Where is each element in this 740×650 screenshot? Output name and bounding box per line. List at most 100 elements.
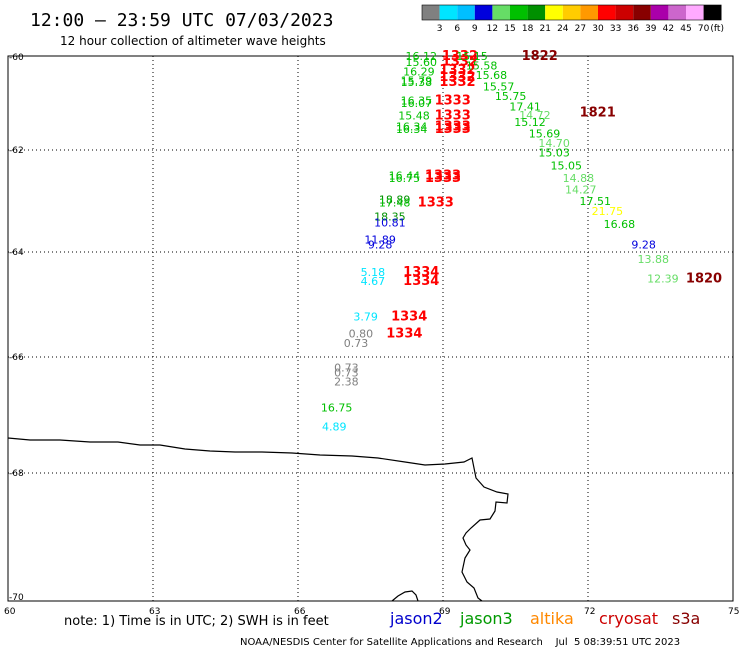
- legend-tick-label: 15: [504, 24, 515, 34]
- wave-height-value: 15.68: [476, 69, 508, 82]
- wave-height-value: 4.67: [361, 275, 386, 288]
- wave-height-value: 12.39: [647, 272, 679, 285]
- legend-swatch: [668, 5, 686, 20]
- pass-number: 1333: [435, 109, 471, 124]
- wave-height-value: 14.72: [519, 109, 551, 122]
- legend-tick-label: 18: [522, 24, 534, 34]
- legend-swatch: [686, 5, 704, 20]
- wave-height-value: 18.35: [374, 210, 406, 223]
- graticule: [8, 56, 733, 601]
- pass-number: 1334: [386, 326, 422, 341]
- wave-height-value: 11.89: [364, 233, 396, 246]
- legend-swatch: [545, 5, 563, 20]
- wave-height-value: 2.38: [334, 375, 359, 388]
- legend-swatch: [422, 5, 440, 20]
- wave-height-value: 14.88: [563, 172, 595, 185]
- lat-label: -62: [9, 146, 24, 156]
- pass-number: 1334: [403, 265, 439, 280]
- legend-swatch: [633, 5, 651, 20]
- legend-tick-label: 70: [698, 24, 710, 34]
- legend-frame: [421, 4, 722, 21]
- wave-height-value: 16.34: [396, 123, 428, 136]
- legend-tick-label: 39: [645, 24, 657, 34]
- footer-credit: NOAA/NESDIS Center for Satellite Applica…: [240, 637, 680, 648]
- pass-number: 1333: [425, 169, 461, 184]
- legend-swatch: [474, 5, 493, 20]
- pass-number: 1332: [439, 70, 475, 85]
- legend-swatch: [598, 5, 616, 20]
- sat-label-altika: altika: [530, 609, 574, 628]
- wave-height-value: 0.73: [334, 361, 359, 374]
- legend-swatch: [457, 5, 475, 20]
- pass-number: 1333: [435, 122, 471, 137]
- legend-swatch: [439, 5, 458, 20]
- pass-number: 1821: [580, 105, 616, 120]
- longitude-labels: 60 63 66 69 72 75: [4, 607, 739, 617]
- footer-note: note: 1) Time is in UTC; 2) SWH is in fe…: [64, 614, 329, 629]
- pass-number: 1334: [391, 310, 427, 325]
- wave-height-value: 16.34: [396, 121, 428, 134]
- pass-number: 1333: [435, 94, 471, 109]
- wave-height-value: 16.35: [401, 95, 433, 108]
- lon-label: 66: [294, 607, 306, 617]
- wave-height-value: 10.81: [374, 216, 406, 229]
- coastline: [7, 437, 509, 602]
- legend-unit: (ft): [710, 24, 724, 34]
- wave-height-value: 16.07: [401, 97, 433, 110]
- wave-height-value: 16.68: [604, 218, 636, 231]
- wave-height-value: 13.88: [638, 253, 670, 266]
- lon-label: 72: [584, 607, 595, 617]
- map-frame: [7, 55, 734, 602]
- legend-tick-label: 3: [437, 24, 443, 34]
- legend-tick-label: 30: [592, 24, 604, 34]
- legend-swatch: [562, 5, 581, 20]
- legend-tick-label: 12: [487, 24, 498, 34]
- wave-height-value: 15.57: [483, 81, 515, 94]
- pass-number: 1333: [418, 196, 454, 211]
- wave-height-value: 21.75: [592, 205, 624, 218]
- legend-swatch: [510, 5, 528, 20]
- legend-swatch: [650, 5, 669, 20]
- pass-number: 1822: [522, 49, 558, 64]
- wave-height-value: 17.41: [509, 100, 541, 113]
- pass-number: 1820: [686, 271, 722, 286]
- wave-height-value: 9.28: [368, 238, 393, 251]
- lat-label: -66: [9, 353, 24, 363]
- wave-height-value: 15.12: [514, 116, 546, 129]
- lat-label: -70: [9, 593, 24, 603]
- legend-tick-label: 6: [454, 24, 460, 34]
- legend-tick-label: 27: [575, 24, 586, 34]
- lat-label: -60: [9, 53, 24, 63]
- sat-label-cryosat: cryosat: [599, 609, 658, 628]
- coastline-bay: [391, 590, 419, 602]
- wave-height-value: 4.89: [322, 421, 347, 434]
- wave-height-value: 15.75: [495, 90, 527, 103]
- legend-tick-label: 36: [627, 24, 639, 34]
- legend-tick-label: 21: [539, 24, 550, 34]
- wave-height-value: 15.15: [456, 50, 488, 63]
- pass-number: 1333: [425, 171, 461, 186]
- pass-number: 1332: [439, 63, 475, 78]
- chart-title: 12:00 – 23:59 UTC 07/03/2023: [30, 10, 333, 31]
- wave-height-value: 15.48: [398, 110, 430, 123]
- wave-height-value: 16.75: [321, 401, 353, 414]
- wave-height-value: 16.29: [403, 66, 435, 79]
- wave-height-value: 14.27: [565, 183, 597, 196]
- wave-height-value: 14.70: [538, 137, 570, 150]
- lon-label: 63: [149, 607, 160, 617]
- lat-label: -68: [9, 469, 24, 479]
- coastline-main: [7, 437, 509, 602]
- wave-height-value: 3.79: [353, 311, 378, 324]
- wave-height-value: 15.69: [529, 128, 561, 141]
- wave-height-value: 15.58: [466, 59, 498, 72]
- wave-height-value: 18.89: [379, 193, 411, 206]
- legend-tick-label: 9: [472, 24, 478, 34]
- wave-height-value: 0.73: [344, 337, 369, 350]
- pass-number: 1333: [435, 120, 471, 135]
- wave-height-value: 17.48: [379, 197, 411, 210]
- wave-height-value: 17.51: [580, 195, 612, 208]
- pass-number: 1334: [403, 274, 439, 289]
- sat-label-jason3: jason3: [459, 609, 513, 628]
- chart-subtitle: 12 hour collection of altimeter wave hei…: [60, 34, 326, 48]
